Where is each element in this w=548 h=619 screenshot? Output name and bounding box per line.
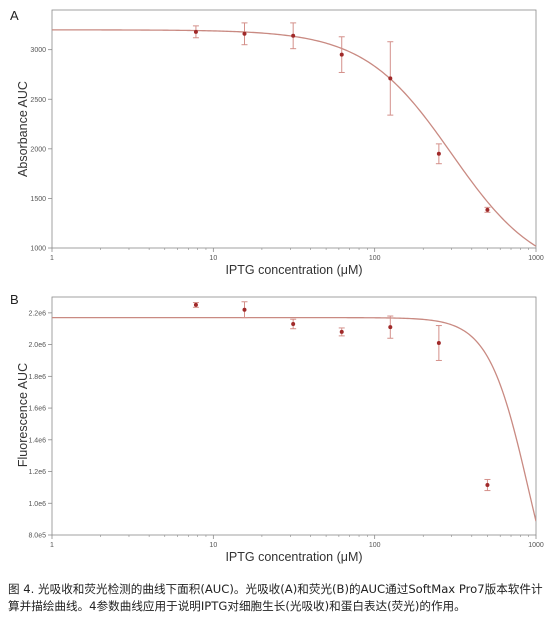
panel-a-data-point: [339, 52, 344, 57]
panel-b-x-tick-label: 100: [369, 542, 381, 549]
panel-b-data-point: [291, 321, 296, 326]
panel-b-letter: B: [10, 292, 19, 307]
panel-a-y-tick-label: 1000: [30, 246, 46, 253]
panel-b-y-tick-label: 1.6e6: [28, 406, 46, 413]
panel-a-data-point: [388, 76, 393, 81]
panel-a-y-axis-label: Absorbance AUC: [16, 81, 30, 177]
figure: A Absorbance AUC IPTG concentration (μM)…: [10, 8, 544, 564]
panel-b-y-tick-label: 8.0e5: [28, 533, 46, 540]
panel-b-x-tick-label: 1000: [528, 542, 544, 549]
panel-b-x-tick-label: 1: [50, 542, 54, 549]
panel-a-x-tick-label: 10: [209, 255, 217, 262]
panel-b-y-tick-label: 1.2e6: [28, 469, 46, 476]
panel-a-data-point: [193, 29, 198, 34]
panel-a-x-tick-label: 100: [369, 255, 381, 262]
panel-b-y-axis-label: Fluorescence AUC: [16, 363, 30, 467]
panel-a-y-tick-label: 3000: [30, 47, 46, 54]
panel-b-data-point: [485, 483, 490, 488]
panel-b-fit-curve: [52, 316, 536, 522]
panel-b-plot-frame: [51, 296, 537, 536]
panel-b-y-tick-label: 2.0e6: [28, 342, 46, 349]
panel-a-x-axis-label: IPTG concentration (μM): [225, 263, 362, 277]
panel-a-x-tick-label: 1000: [528, 255, 544, 262]
panel-b-x-tick-label: 10: [209, 542, 217, 549]
panel-a-data-point: [436, 151, 441, 156]
panel-a-data-point: [485, 207, 490, 212]
panel-b-data-point: [436, 341, 441, 346]
panel-a-letter: A: [10, 8, 19, 23]
panel-a-fit-curve: [52, 29, 536, 247]
panel-b-x-axis-label: IPTG concentration (μM): [225, 550, 362, 564]
panel-b-data-point: [339, 329, 344, 334]
panel-a-data-point: [242, 31, 247, 36]
panel-a-y-tick-label: 2500: [30, 97, 46, 104]
panel-b-y-tick-label: 1.0e6: [28, 501, 46, 508]
panel-b: B Fluorescence AUC IPTG concentration (μ…: [10, 292, 544, 564]
panel-b-y-tick-label: 2.2e6: [28, 310, 46, 317]
panel-b-data-point: [193, 302, 198, 307]
panel-b-data-point: [388, 325, 393, 330]
panel-b-y-tick-label: 1.8e6: [28, 374, 46, 381]
panel-b-y-tick-label: 1.4e6: [28, 437, 46, 444]
panel-a-plot-frame: [51, 9, 537, 249]
panel-a-data-point: [291, 33, 296, 38]
figure-caption: 图 4. 光吸收和荧光检测的曲线下面积(AUC)。光吸收(A)和荧光(B)的AU…: [8, 582, 543, 613]
panel-b-data-point: [242, 307, 247, 312]
panel-a-y-tick-label: 2000: [30, 146, 46, 153]
panel-a: A Absorbance AUC IPTG concentration (μM)…: [10, 8, 544, 277]
panel-a-y-tick-label: 1500: [30, 196, 46, 203]
panel-a-x-tick-label: 1: [50, 255, 54, 262]
